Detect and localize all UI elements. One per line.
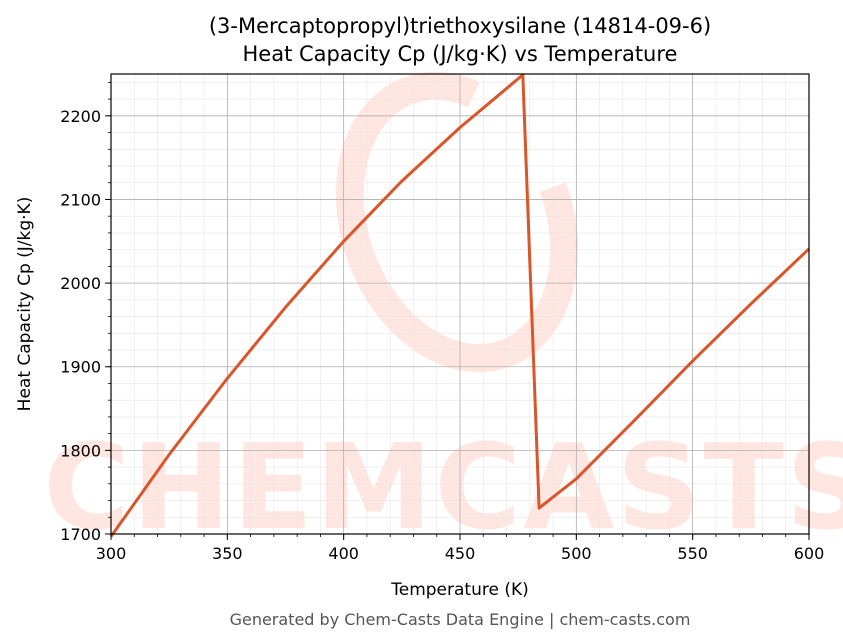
- y-tick-label: 2100: [60, 190, 101, 209]
- x-tick-label: 400: [328, 544, 359, 563]
- chart-title-line2: Heat Capacity Cp (J/kg·K) vs Temperature: [243, 42, 678, 66]
- ticks-layer: 300 350 400 450 500 550 600 1700 1800 1900 2000 210…: [60, 81, 825, 563]
- y-tick-label: 1800: [60, 441, 101, 460]
- watermark-logo: CHEMCASTS: [43, 71, 843, 556]
- x-tick-label: 600: [794, 544, 825, 563]
- x-tick-label: 550: [677, 544, 708, 563]
- y-tick-label: 2200: [60, 107, 101, 126]
- chart-title-line1: (3-Mercaptopropyl)triethoxysilane (14814…: [209, 14, 711, 38]
- x-tick-label: 500: [561, 544, 592, 563]
- y-tick-label: 1900: [60, 358, 101, 377]
- x-axis-label: Temperature (K): [390, 580, 529, 600]
- x-tick-label: 350: [212, 544, 243, 563]
- series-line: [109, 73, 811, 538]
- footer-credit: Generated by Chem-Casts Data Engine | ch…: [230, 610, 691, 629]
- y-tick-label: 1700: [60, 525, 101, 544]
- x-tick-label: 300: [96, 544, 127, 563]
- y-axis-label: Heat Capacity Cp (J/kg·K): [15, 197, 35, 412]
- x-tick-label: 450: [445, 544, 476, 563]
- y-tick-label: 2000: [60, 274, 101, 293]
- series-layer: [109, 73, 811, 538]
- watermark-text: CHEMCASTS: [43, 418, 843, 556]
